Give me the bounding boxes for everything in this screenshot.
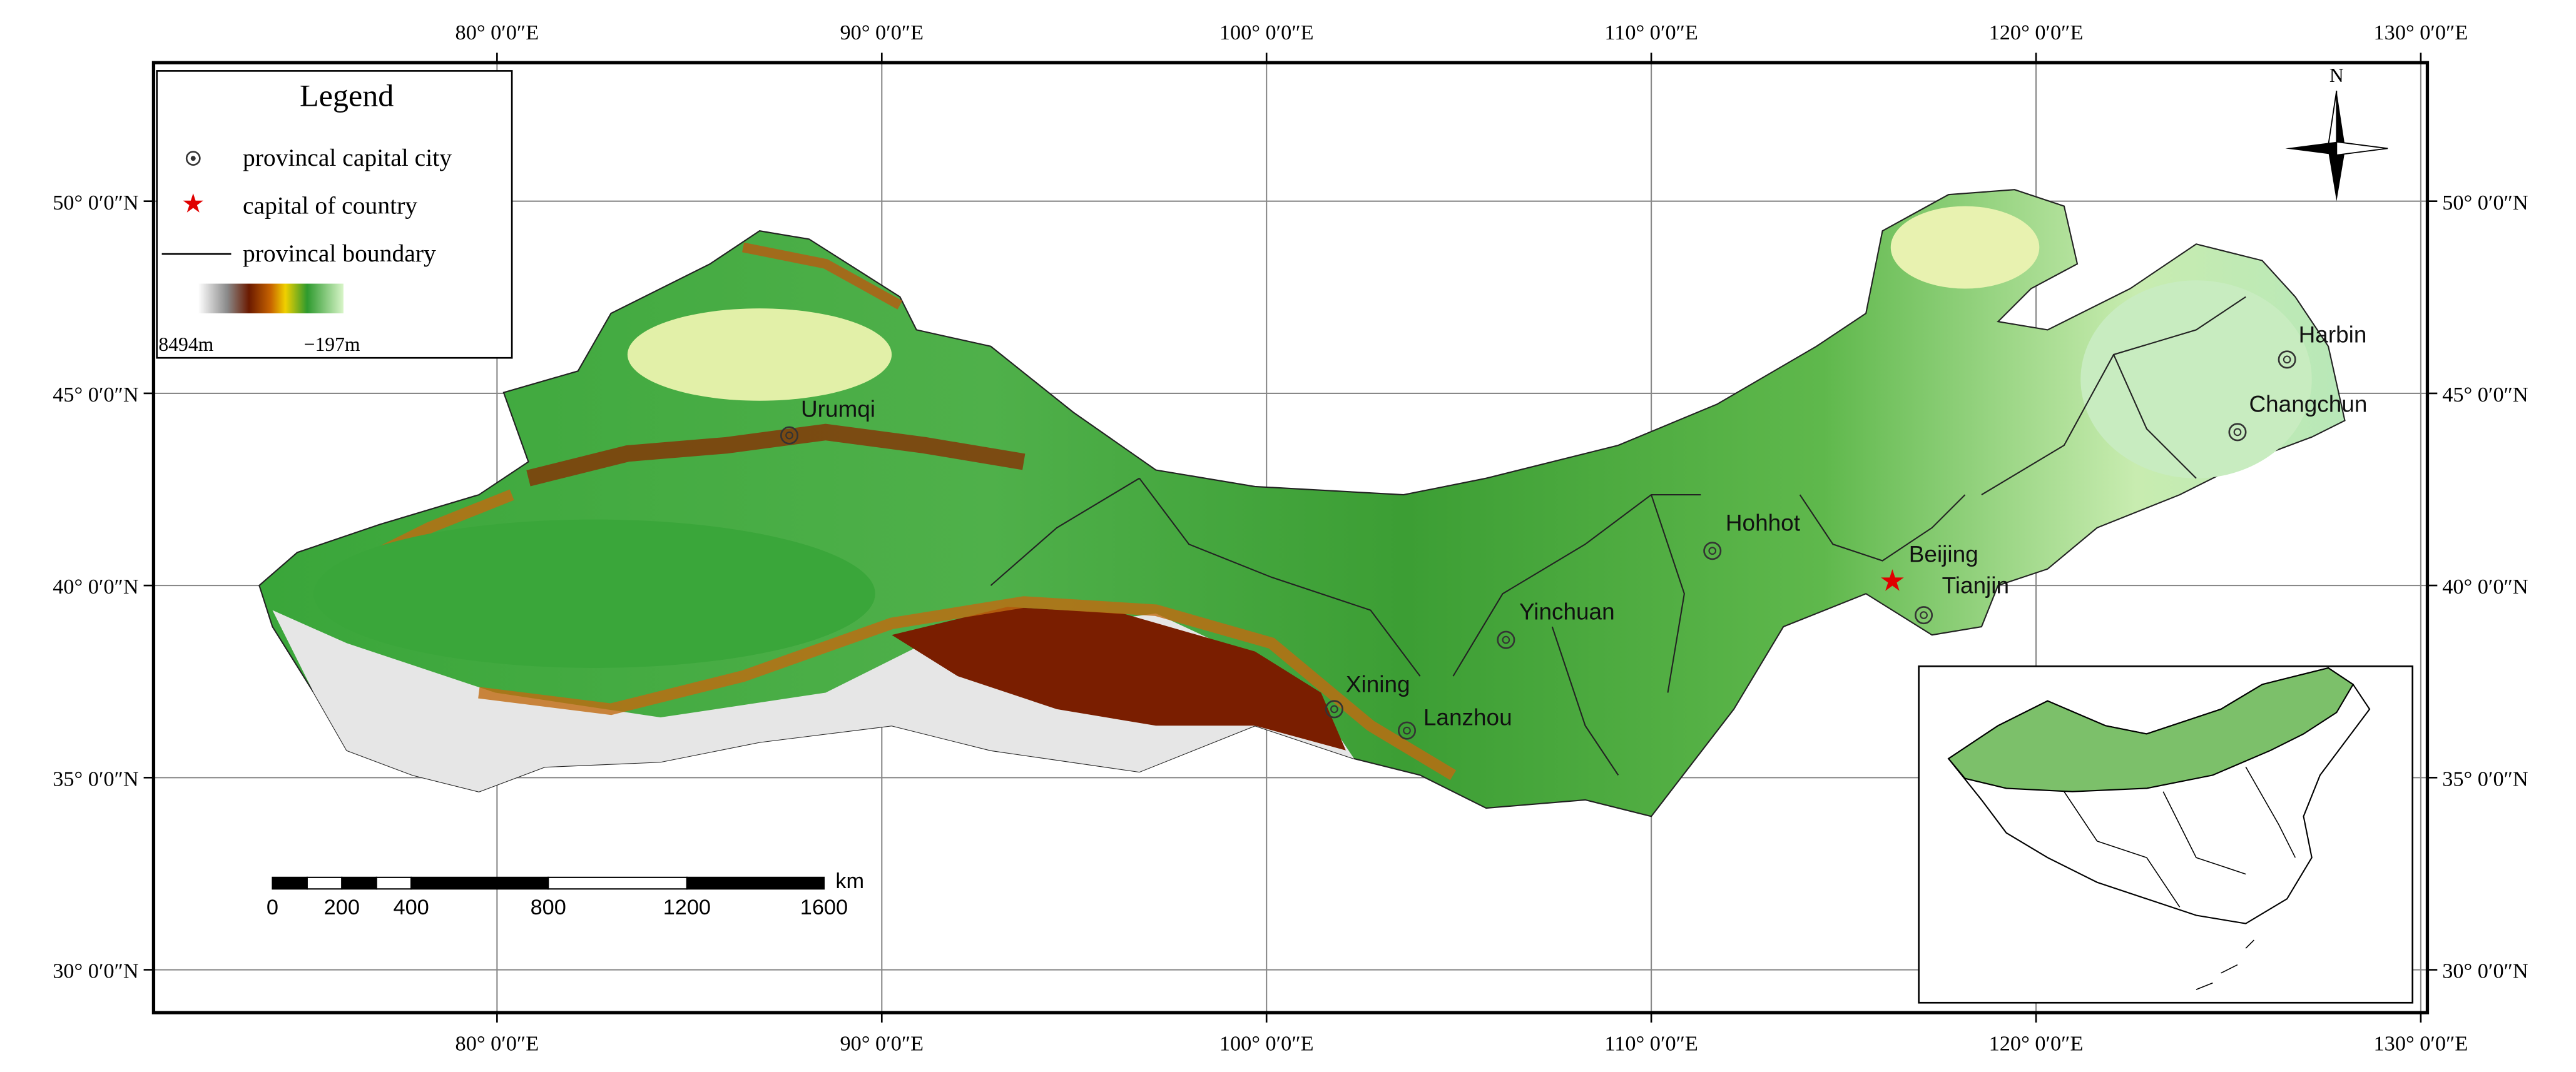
legend-title: Legend — [300, 78, 394, 113]
longitude-label: 120° 0′0″E — [1989, 21, 2084, 44]
scale-segment — [375, 876, 412, 890]
city-label: Hohhot — [1726, 510, 1800, 535]
city-label: Tianjin — [1942, 573, 2009, 599]
longitude-label: 130° 0′0″E — [2374, 21, 2468, 44]
legend-symbol-city-dot — [190, 156, 196, 161]
cities: Urumqi Hohhot Yinchuan Xining Lanzhou ★Beijin… — [780, 322, 2367, 740]
city-symbol-dot — [1920, 611, 1928, 619]
province-boundaries — [990, 296, 2246, 776]
city-label: Harbin — [2299, 322, 2367, 348]
scale-segment — [410, 876, 549, 890]
city-symbol-dot — [785, 431, 793, 440]
city-symbol — [1398, 721, 1417, 740]
city-label: Lanzhou — [1423, 704, 1512, 730]
latitude-label: 50° 0′0″N — [53, 191, 138, 215]
city-symbol — [1915, 606, 1933, 625]
latitude-label: 30° 0′0″N — [53, 959, 138, 983]
scale-unit: km — [835, 869, 864, 893]
scale-segment — [306, 876, 343, 890]
city-symbol-dot — [2283, 355, 2291, 364]
latitude-label: 45° 0′0″N — [2442, 383, 2528, 407]
scale-segment — [686, 876, 825, 890]
scale-segment — [341, 876, 377, 890]
latitude-label: 40° 0′0″N — [2442, 575, 2528, 599]
city-symbol — [1325, 700, 1343, 719]
scale-label: 200 — [324, 896, 360, 919]
scale-segment — [547, 876, 688, 890]
city-label: Changchun — [2249, 391, 2367, 417]
junggar-basin — [627, 308, 892, 401]
inset-map — [1918, 665, 2414, 1004]
longitude-label: 100° 0′0″E — [1219, 1032, 1314, 1056]
tianshan — [526, 423, 1026, 487]
city-symbol-dot — [1403, 726, 1411, 735]
latitude-label: 50° 0′0″N — [2442, 191, 2528, 215]
legend-item: capital of country — [243, 191, 417, 219]
city-label: Urumqi — [801, 396, 875, 422]
latitude-label: 45° 0′0″N — [53, 383, 138, 407]
city-symbol — [1703, 542, 1722, 560]
longitude-label: 120° 0′0″E — [1989, 1032, 2084, 1056]
city-symbol — [1497, 630, 1515, 649]
city-label: Xining — [1346, 672, 1410, 697]
city-symbol-dot — [1502, 635, 1510, 644]
hulunbuir — [1890, 206, 2040, 289]
latitude-label: 35° 0′0″N — [2442, 767, 2528, 791]
longitude-label: 90° 0′0″E — [840, 1032, 924, 1056]
scale-bar: km 0 200 400 800 1200 1600 — [267, 869, 864, 919]
city-label: Beijing — [1909, 541, 1978, 567]
legend-symbol-star: ★ — [181, 189, 205, 218]
legend-symbol-city — [185, 151, 201, 166]
north-label: N — [2329, 64, 2344, 86]
latitude-label: 30° 0′0″N — [2442, 959, 2528, 983]
elevation-min: −197m — [304, 333, 360, 355]
longitude-label: 80° 0′0″E — [456, 21, 539, 44]
graticule-labels: 80° 0′0″E 80° 0′0″E 90° 0′0″E 90° 0′0″E 100°… — [53, 21, 2528, 1055]
arrow-part — [2336, 141, 2388, 156]
longitude-label: 80° 0′0″E — [456, 1032, 539, 1056]
longitude-label: 90° 0′0″E — [840, 21, 924, 44]
elevation-ramp — [198, 283, 344, 314]
map-frame — [151, 61, 2430, 1014]
arrow-part — [2336, 91, 2345, 152]
scale-label: 1600 — [800, 896, 848, 919]
scale-label: 1200 — [663, 896, 711, 919]
longitude-label: 110° 0′0″E — [1604, 21, 1698, 44]
city-symbol — [780, 426, 799, 445]
scale-segment — [272, 876, 308, 890]
inset-boundaries — [2064, 766, 2296, 990]
city-symbol-dot — [2233, 428, 2242, 437]
city-symbol — [2278, 350, 2296, 369]
scale-label: 800 — [531, 896, 566, 919]
city-symbol-dot — [1330, 705, 1338, 714]
arrow-part — [2285, 141, 2337, 155]
scale-label: 400 — [394, 896, 429, 919]
scale-label: 0 — [267, 896, 278, 919]
longitude-label: 100° 0′0″E — [1219, 21, 1314, 44]
longitude-label: 110° 0′0″E — [1604, 1032, 1698, 1056]
altai — [742, 242, 903, 310]
city-label: Yinchuan — [1519, 599, 1615, 625]
legend-item: provincal boundary — [243, 240, 436, 267]
terrain — [258, 189, 2346, 817]
legend-item: provincal capital city — [243, 144, 452, 171]
latitude-label: 35° 0′0″N — [53, 767, 138, 791]
longitude-label: 130° 0′0″E — [2374, 1032, 2468, 1056]
elevation-max: 8494m — [158, 333, 213, 355]
inset-region — [1947, 667, 2355, 792]
plateau-brown — [892, 607, 1346, 751]
city-symbol-dot — [1708, 547, 1717, 555]
city-symbol — [2228, 423, 2247, 442]
north-arrow: N — [2285, 64, 2388, 201]
tarim-basin — [313, 519, 875, 668]
arrow-part — [2328, 151, 2345, 201]
capital-star: ★ — [1879, 565, 1906, 597]
latitude-label: 40° 0′0″N — [53, 575, 138, 599]
legend: Legend provincal capital city ★ capital … — [156, 70, 513, 359]
northeast-plain — [2080, 280, 2312, 478]
